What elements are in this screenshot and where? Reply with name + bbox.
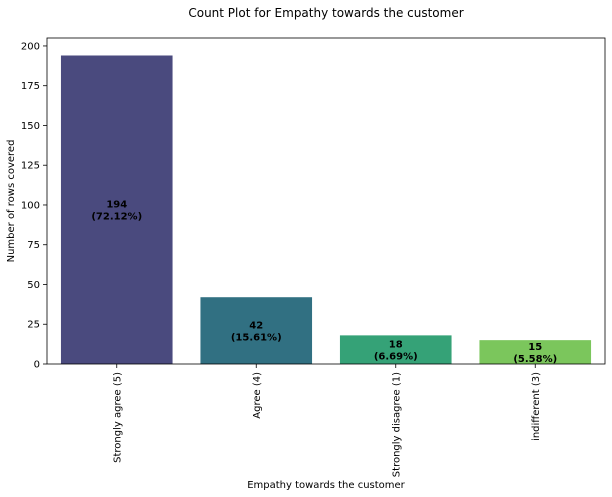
y-tick-label: 200 bbox=[21, 41, 40, 52]
y-tick-label: 75 bbox=[27, 240, 40, 251]
chart-title: Count Plot for Empathy towards the custo… bbox=[188, 6, 463, 20]
y-axis: 0 25 50 75 100 125 150 175 200 bbox=[21, 41, 47, 371]
x-tick-label: Strongly agree (5) bbox=[112, 372, 123, 463]
y-tick-label: 0 bbox=[34, 360, 40, 371]
x-tick-label: Agree (4) bbox=[252, 372, 263, 419]
value-labels-group: 194(72.12%) 42(15.61%) 18(6.69%) 15(5.58%) bbox=[91, 200, 557, 365]
y-tick-label: 175 bbox=[21, 81, 40, 92]
bar-count-label: 194 bbox=[106, 200, 127, 211]
bar-percent-label: (5.58%) bbox=[513, 354, 557, 365]
x-tick-label: indifferent (3) bbox=[531, 372, 542, 441]
bar bbox=[60, 55, 173, 365]
bar-count-label: 42 bbox=[249, 321, 263, 332]
x-tick-label: Strongly disagree (1) bbox=[391, 372, 402, 477]
bar bbox=[339, 335, 452, 364]
bar bbox=[479, 340, 592, 364]
x-axis: Strongly agree (5) Agree (4) Strongly disa… bbox=[112, 364, 542, 477]
y-tick-label: 25 bbox=[27, 320, 40, 331]
bar-percent-label: (15.61%) bbox=[231, 333, 282, 344]
bars-group bbox=[60, 55, 592, 365]
x-axis-title: Empathy towards the customer bbox=[247, 480, 405, 491]
bar-percent-label: (6.69%) bbox=[374, 352, 418, 363]
bar-percent-label: (72.12%) bbox=[91, 212, 142, 223]
y-tick-label: 150 bbox=[21, 121, 40, 132]
bar bbox=[200, 297, 313, 364]
bar-count-label: 15 bbox=[528, 342, 542, 353]
y-tick-label: 125 bbox=[21, 161, 40, 172]
y-tick-label: 50 bbox=[27, 280, 40, 291]
y-tick-label: 100 bbox=[21, 200, 40, 211]
plot-frame bbox=[46, 37, 606, 365]
bar-count-label: 18 bbox=[389, 340, 403, 351]
y-axis-title: Number of rows covered bbox=[6, 140, 17, 263]
